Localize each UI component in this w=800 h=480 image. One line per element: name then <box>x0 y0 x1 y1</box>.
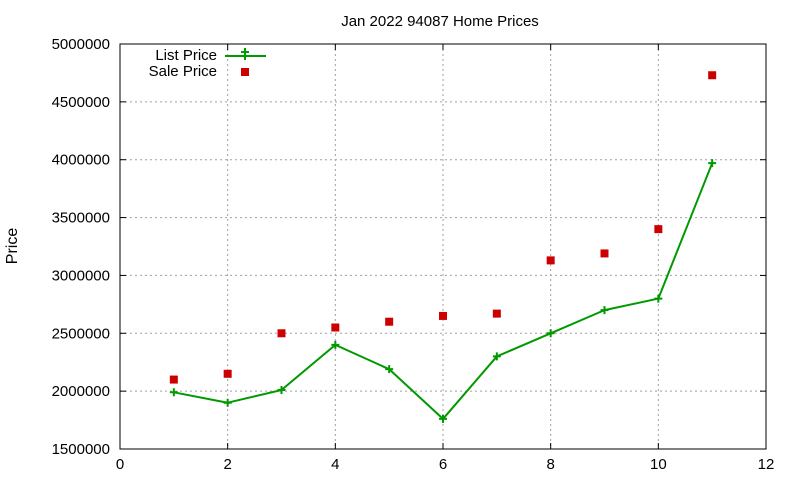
sale-price-point <box>385 317 394 326</box>
series-layer <box>169 71 717 423</box>
sale-price-point <box>708 71 717 80</box>
y-tick-label: 2000000 <box>52 383 110 400</box>
sale-price-point <box>439 311 447 320</box>
x-tick-label: 2 <box>223 456 231 473</box>
list-price-point <box>385 365 394 374</box>
sale-price-point <box>331 323 340 332</box>
tick-layer: 0 2 4 6 8 10 12 1500000 2000000 2500000 3000000 350… <box>52 36 775 473</box>
sale-price-point <box>492 309 501 318</box>
y-tick-label: 5000000 <box>52 36 110 53</box>
x-tick-label: 0 <box>116 456 124 473</box>
sale-price-point <box>223 369 232 378</box>
x-tick-label: 10 <box>650 456 667 473</box>
x-tick-label: 6 <box>439 456 447 473</box>
y-tick-label: 3000000 <box>52 267 110 284</box>
legend-label-list-price: List Price <box>155 47 217 64</box>
y-tick-label: 3500000 <box>52 210 110 227</box>
list-price-point <box>223 398 232 407</box>
x-tick-label: 12 <box>758 456 775 473</box>
sale-price-point <box>169 375 178 384</box>
list-price-point <box>654 294 663 303</box>
x-tick-label: 8 <box>546 456 554 473</box>
y-tick-label: 4500000 <box>52 94 110 111</box>
sale-price-point <box>600 249 609 258</box>
sale-price-point <box>277 329 286 338</box>
list-price-point <box>169 388 178 397</box>
sale-price-point <box>654 225 663 234</box>
list-price-point <box>708 159 717 168</box>
legend: List Price Sale Price <box>149 47 266 80</box>
y-tick-label: 4000000 <box>52 152 110 169</box>
list-price-point <box>600 306 609 315</box>
y-tick-label: 1500000 <box>52 441 110 458</box>
y-axis-label: Price <box>4 228 21 265</box>
list-price-point <box>331 340 340 349</box>
chart-title: Jan 2022 94087 Home Prices <box>341 13 539 30</box>
x-tick-label: 4 <box>331 456 339 473</box>
sale-price-point <box>546 256 555 265</box>
legend-label-sale-price: Sale Price <box>149 63 217 80</box>
list-price-point <box>492 352 501 361</box>
list-price-point <box>439 414 447 423</box>
list-price-point <box>546 329 555 338</box>
list-price-point <box>277 385 286 394</box>
y-tick-label: 2500000 <box>52 325 110 342</box>
legend-marker-sale-price <box>241 68 249 76</box>
legend-marker-list-price <box>241 48 249 60</box>
grid-layer <box>120 44 766 449</box>
